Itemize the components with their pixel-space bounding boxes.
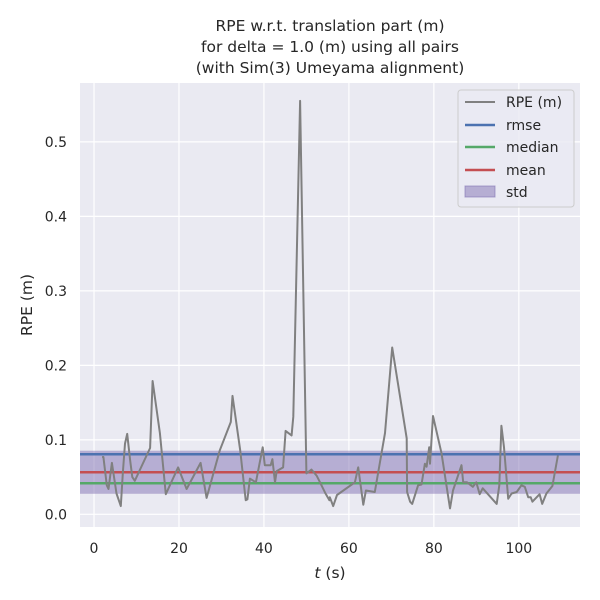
x-tick-label: 20 xyxy=(170,541,188,557)
y-tick-label: 0.0 xyxy=(45,507,67,523)
x-tick-label: 0 xyxy=(90,541,99,557)
y-tick-label: 0.2 xyxy=(45,358,67,374)
chart-title-line-2: for delta = 1.0 (m) using all pairs xyxy=(201,38,459,56)
x-tick-label: 40 xyxy=(255,541,273,557)
x-tick-label: 60 xyxy=(340,541,358,557)
y-tick-label: 0.4 xyxy=(45,209,67,225)
x-axis-label: t (s) xyxy=(314,564,345,582)
grid xyxy=(80,83,580,527)
legend: RPE (m) rmse median mean std xyxy=(457,89,575,208)
rpe-series-line xyxy=(102,99,559,510)
y-tick-label: 0.1 xyxy=(45,433,67,449)
x-tick-label: 100 xyxy=(505,541,532,557)
legend-label-rpe: RPE (m) xyxy=(506,95,562,111)
y-tick-label: 0.3 xyxy=(45,284,67,300)
y-axis-label: RPE (m) xyxy=(18,274,36,336)
tick-labels: 0 20 40 60 80 100 0.0 0.1 0.2 0.3 0.4 0.5 xyxy=(45,135,532,557)
legend-label-rmse: rmse xyxy=(506,118,541,134)
legend-label-mean: mean xyxy=(506,163,546,179)
chart-title-line-1: RPE w.r.t. translation part (m) xyxy=(215,17,444,35)
x-tick-label: 80 xyxy=(425,541,443,557)
y-tick-label: 0.5 xyxy=(45,135,67,151)
legend-box xyxy=(457,89,575,208)
chart-title-line-3: (with Sim(3) Umeyama alignment) xyxy=(196,59,465,77)
legend-label-median: median xyxy=(506,140,558,156)
legend-label-std: std xyxy=(506,185,528,201)
legend-swatch-std xyxy=(464,185,496,198)
